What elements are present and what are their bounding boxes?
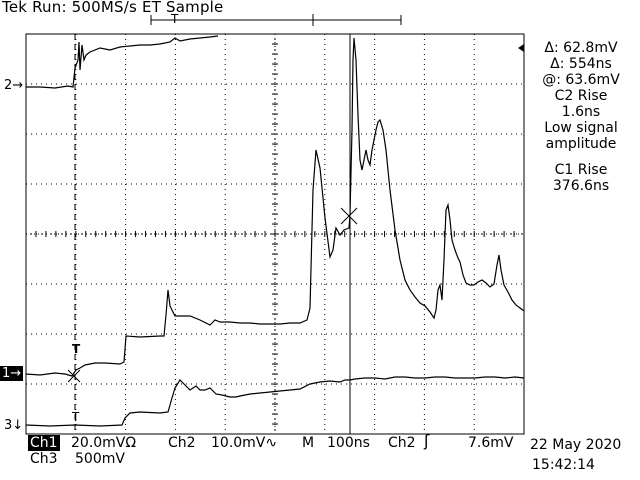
ch2-label[interactable]: Ch2 — [168, 435, 196, 451]
c2-note-line-2: amplitude — [545, 136, 617, 152]
ch3-scale: 500mV — [75, 451, 125, 467]
trigger-level[interactable]: 7.6mV — [468, 435, 514, 451]
timebase-value[interactable]: 100ns — [327, 435, 370, 451]
ch1-tag[interactable]: Ch1 — [28, 435, 60, 451]
cursor-crosshair-ch1 — [67, 369, 81, 383]
ch2-marker-label: 2 — [4, 78, 13, 93]
c2-rise-label: C2 Rise — [554, 88, 608, 104]
ch3-label[interactable]: Ch3 — [30, 451, 58, 467]
arrow-down-icon: ↓ — [12, 418, 24, 433]
ch2-scale: 10.0mV∿ — [211, 435, 278, 451]
c1-rise-value: 376.6ns — [552, 178, 610, 194]
trace-ch3 — [25, 376, 525, 427]
timebase-label: M — [302, 435, 315, 451]
ch1-marker-label: 1 — [2, 366, 11, 381]
ch3-ground-marker[interactable]: 3↓ — [4, 418, 23, 433]
c1-rise-label: C1 Rise — [554, 162, 608, 178]
record-position-bracket — [150, 14, 402, 26]
capture-time: 15:42:14 — [532, 457, 595, 473]
delta-voltage-readout: Δ: 62.8mV — [544, 40, 618, 56]
acquisition-status: Tek Run: 500MS/s ET Sample — [2, 0, 224, 16]
at-voltage-readout: @: 63.6mV — [542, 72, 620, 88]
capture-date: 22 May 2020 — [530, 437, 622, 453]
measurement-panel: Δ: 62.8mV Δ: 554ns @: 63.6mV C2 Rise 1.6… — [524, 40, 638, 194]
delta-time-readout: Δ: 554ns — [550, 56, 612, 72]
ch1-scale: 20.0mVΩ — [71, 435, 137, 451]
arrow-right-icon: → — [10, 366, 22, 381]
ch1-ground-marker[interactable]: 1→ — [0, 366, 24, 381]
ch2-ground-marker[interactable]: 2→ — [4, 78, 23, 93]
arrow-right-icon: → — [12, 78, 24, 93]
trigger-marker-ch3: T — [72, 410, 80, 424]
cursor-selector-arrow — [518, 44, 524, 52]
trigger-marker-top: T — [171, 12, 179, 26]
trigger-marker-ch1: T — [72, 342, 81, 356]
ch3-marker-label: 3 — [4, 418, 13, 433]
trace-ch1 — [25, 37, 525, 377]
trigger-slope-icon: ʃ — [424, 431, 430, 450]
c2-rise-value: 1.6ns — [561, 104, 601, 120]
trigger-source[interactable]: Ch2 — [388, 435, 416, 451]
cursor-crosshair[interactable] — [340, 207, 358, 225]
trace-ch2 — [26, 35, 219, 89]
c2-note-line-1: Low signal — [544, 120, 618, 136]
graticule-grid — [25, 33, 525, 435]
